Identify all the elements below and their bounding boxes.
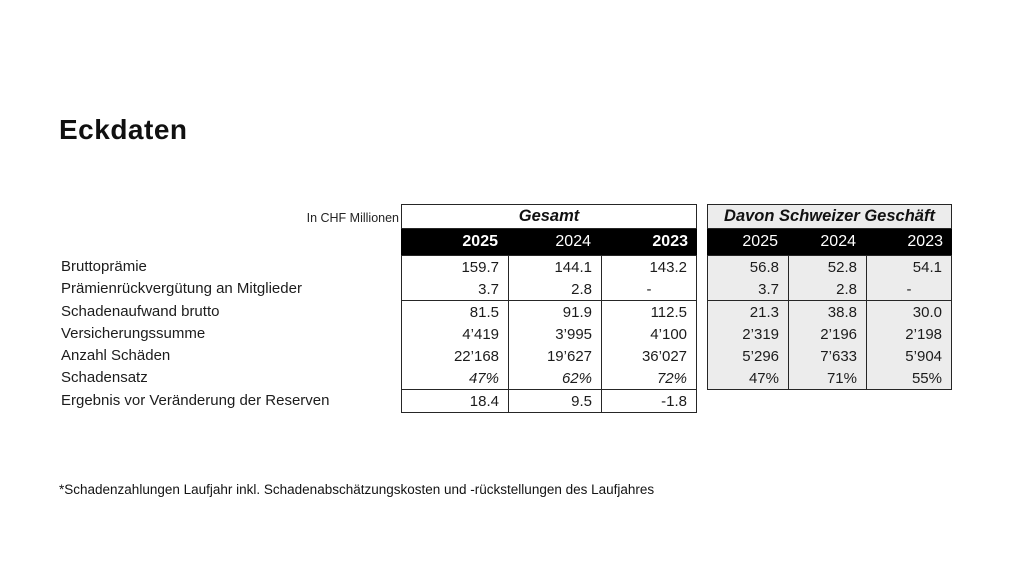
- row-label: Ergebnis vor Veränderung der Reserven: [61, 392, 330, 409]
- table-row: 22’168 19’627 36’027: [402, 345, 696, 367]
- table-row: 47% 71% 55%: [708, 367, 951, 389]
- table-row: 2’319 2’196 2’198: [708, 323, 951, 345]
- value-cell: 19’627: [508, 345, 601, 367]
- table-row: 56.8 52.8 54.1: [708, 256, 951, 278]
- table-row: 18.4 9.5 -1.8: [402, 390, 696, 412]
- table-row: 5’296 7’633 5’904: [708, 345, 951, 367]
- table-schweizer-group-claims: 21.3 38.8 30.0 2’319 2’196 2’198 5’296 7…: [707, 300, 952, 390]
- unit-label: In CHF Millionen: [306, 211, 399, 225]
- value-cell: 30.0: [866, 301, 951, 323]
- table-gesamt: Gesamt 2025 2024 2023 159.7 144.1 143.2 …: [401, 204, 697, 413]
- value-cell: 54.1: [866, 256, 951, 278]
- value-cell: 81.5: [469, 303, 499, 321]
- value-cell: 72%: [601, 367, 696, 389]
- value-cell: 91.9: [508, 301, 601, 323]
- value-cell: 9.5: [508, 390, 601, 412]
- value-cell: 47%: [468, 369, 499, 387]
- table-schweizer-year-row: 2025 2024 2023: [707, 229, 952, 255]
- table-row: 4’419 3’995 4’100: [402, 323, 696, 345]
- label-group: Ergebnis vor Veränderung der Reserven: [60, 389, 390, 413]
- label-group: Bruttoprämie Prämienrückvergütung an Mit…: [60, 255, 390, 301]
- value-cell: 143.2: [601, 256, 696, 278]
- value-cell: 4’419: [462, 325, 499, 343]
- value-cell: 55%: [866, 367, 951, 389]
- value-cell: 144.1: [508, 256, 601, 278]
- table-gesamt-title: Gesamt: [401, 204, 697, 229]
- row-label: Schadenaufwand brutto: [61, 303, 220, 320]
- year-header-cell: 2024: [820, 233, 856, 250]
- value-cell: 2.8: [788, 278, 866, 300]
- table-schweizer-title: Davon Schweizer Geschäft: [707, 204, 952, 229]
- value-cell: 36’027: [601, 345, 696, 367]
- table-row: 21.3 38.8 30.0: [708, 301, 951, 323]
- table-schweizer-group-premium: 56.8 52.8 54.1 3.7 2.8 -: [707, 255, 952, 301]
- value-cell: -1.8: [601, 390, 696, 412]
- table-row: 47% 62% 72%: [402, 367, 696, 389]
- year-header-cell: 2023: [907, 233, 943, 250]
- value-cell: 47%: [748, 369, 779, 387]
- value-cell: 2’196: [788, 323, 866, 345]
- table-gesamt-year-row: 2025 2024 2023: [401, 229, 697, 255]
- value-cell: -: [601, 278, 696, 300]
- footnote: *Schadenzahlungen Laufjahr inkl. Schaden…: [59, 482, 655, 497]
- value-cell: 5’904: [866, 345, 951, 367]
- value-cell: -: [866, 278, 951, 300]
- value-cell: 112.5: [601, 301, 696, 323]
- row-label: Anzahl Schäden: [61, 347, 171, 364]
- table-row: 3.7 2.8 -: [402, 278, 696, 300]
- value-cell: 159.7: [461, 258, 499, 276]
- label-group: Schadenaufwand brutto Versicherungssumme…: [60, 300, 390, 390]
- year-header-cell: 2025: [742, 233, 778, 250]
- table-gesamt-group-result: 18.4 9.5 -1.8: [401, 389, 697, 413]
- value-cell: 52.8: [788, 256, 866, 278]
- value-cell: 21.3: [749, 303, 779, 321]
- value-cell: 2.8: [508, 278, 601, 300]
- year-header-cell: 2025: [462, 233, 498, 250]
- value-cell: 3.7: [758, 280, 779, 298]
- value-cell: 71%: [788, 367, 866, 389]
- row-label: Prämienrückvergütung an Mitglieder: [61, 280, 302, 297]
- year-header-cell: 2023: [652, 233, 688, 250]
- value-cell: 62%: [508, 367, 601, 389]
- value-cell: 38.8: [788, 301, 866, 323]
- value-cell: 2’198: [866, 323, 951, 345]
- value-cell: 4’100: [601, 323, 696, 345]
- table-row: 159.7 144.1 143.2: [402, 256, 696, 278]
- value-cell: 2’319: [742, 325, 779, 343]
- row-label-column: Bruttoprämie Prämienrückvergütung an Mit…: [60, 255, 390, 413]
- table-gesamt-group-claims: 81.5 91.9 112.5 4’419 3’995 4’100 22’168…: [401, 300, 697, 390]
- value-cell: 5’296: [742, 347, 779, 365]
- table-row: 3.7 2.8 -: [708, 278, 951, 300]
- row-label: Schadensatz: [61, 369, 148, 386]
- value-cell: 18.4: [469, 392, 499, 410]
- value-cell: 3.7: [478, 280, 499, 298]
- page-title: Eckdaten: [59, 114, 188, 145]
- row-label: Versicherungssumme: [61, 325, 206, 342]
- table-row: 81.5 91.9 112.5: [402, 301, 696, 323]
- value-cell: 22’168: [453, 347, 499, 365]
- value-cell: 3’995: [508, 323, 601, 345]
- value-cell: 7’633: [788, 345, 866, 367]
- row-label: Bruttoprämie: [61, 258, 147, 275]
- table-gesamt-group-premium: 159.7 144.1 143.2 3.7 2.8 -: [401, 255, 697, 301]
- year-header-cell: 2024: [555, 233, 591, 250]
- table-schweizer-geschaeft: Davon Schweizer Geschäft 2025 2024 2023 …: [707, 204, 952, 390]
- value-cell: 56.8: [749, 258, 779, 276]
